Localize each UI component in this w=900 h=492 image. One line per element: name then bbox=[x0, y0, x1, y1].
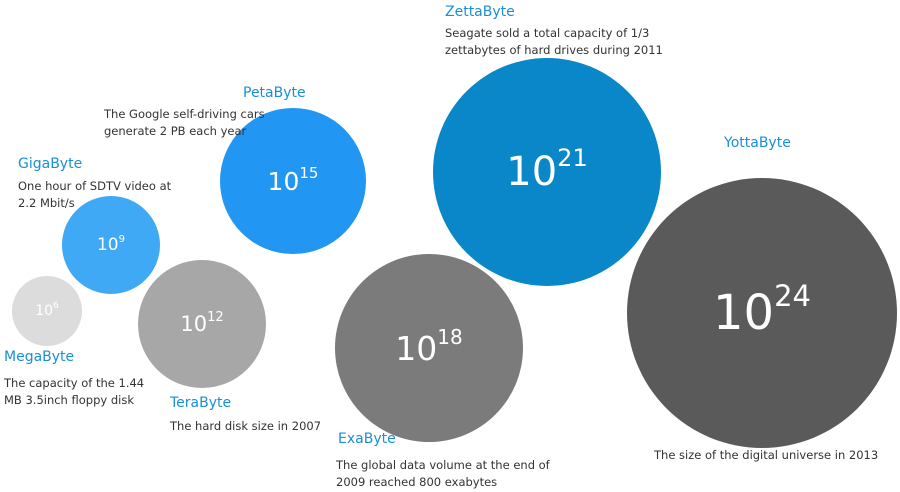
terabyte-power: 1012 bbox=[180, 309, 224, 336]
yottabyte-description: The size of the digital universe in 2013 bbox=[654, 448, 879, 462]
yottabyte-power: 1024 bbox=[713, 279, 811, 341]
terabyte-circle: 1012 bbox=[138, 260, 266, 388]
zettabyte-title: ZettaByte bbox=[445, 4, 515, 20]
petabyte-description: The Google self-driving cars generate 2 … bbox=[104, 107, 265, 138]
exabyte-circle: 1018 bbox=[335, 254, 523, 442]
exabyte-description: The global data volume at the end of 200… bbox=[336, 458, 550, 489]
exabyte-power: 1018 bbox=[395, 324, 463, 368]
petabyte-circle: 1015 bbox=[220, 108, 366, 254]
gigabyte-description: One hour of SDTV video at 2.2 Mbit/s bbox=[18, 179, 172, 210]
zettabyte-power: 1021 bbox=[506, 144, 588, 195]
megabyte-circle: 106 bbox=[12, 276, 82, 346]
zettabyte-circle: 1021 bbox=[433, 58, 661, 286]
megabyte-power: 106 bbox=[35, 301, 59, 319]
terabyte-description: The hard disk size in 2007 bbox=[170, 419, 322, 433]
zettabyte-description: Seagate sold a total capacity of 1/3 zet… bbox=[445, 26, 663, 57]
gigabyte-title: GigaByte bbox=[18, 156, 83, 172]
megabyte-description: The capacity of the 1.44 MB 3.5inch flop… bbox=[4, 376, 145, 407]
petabyte-power: 1015 bbox=[267, 163, 319, 196]
yottabyte-circle: 1024 bbox=[627, 178, 897, 448]
gigabyte-power: 109 bbox=[96, 233, 125, 255]
terabyte-title: TeraByte bbox=[170, 395, 232, 411]
megabyte-title: MegaByte bbox=[4, 349, 75, 365]
yottabyte-title: YottaByte bbox=[724, 135, 791, 151]
exabyte-title: ExaByte bbox=[338, 431, 396, 447]
gigabyte-circle: 109 bbox=[62, 196, 160, 294]
petabyte-title: PetaByte bbox=[243, 85, 306, 101]
